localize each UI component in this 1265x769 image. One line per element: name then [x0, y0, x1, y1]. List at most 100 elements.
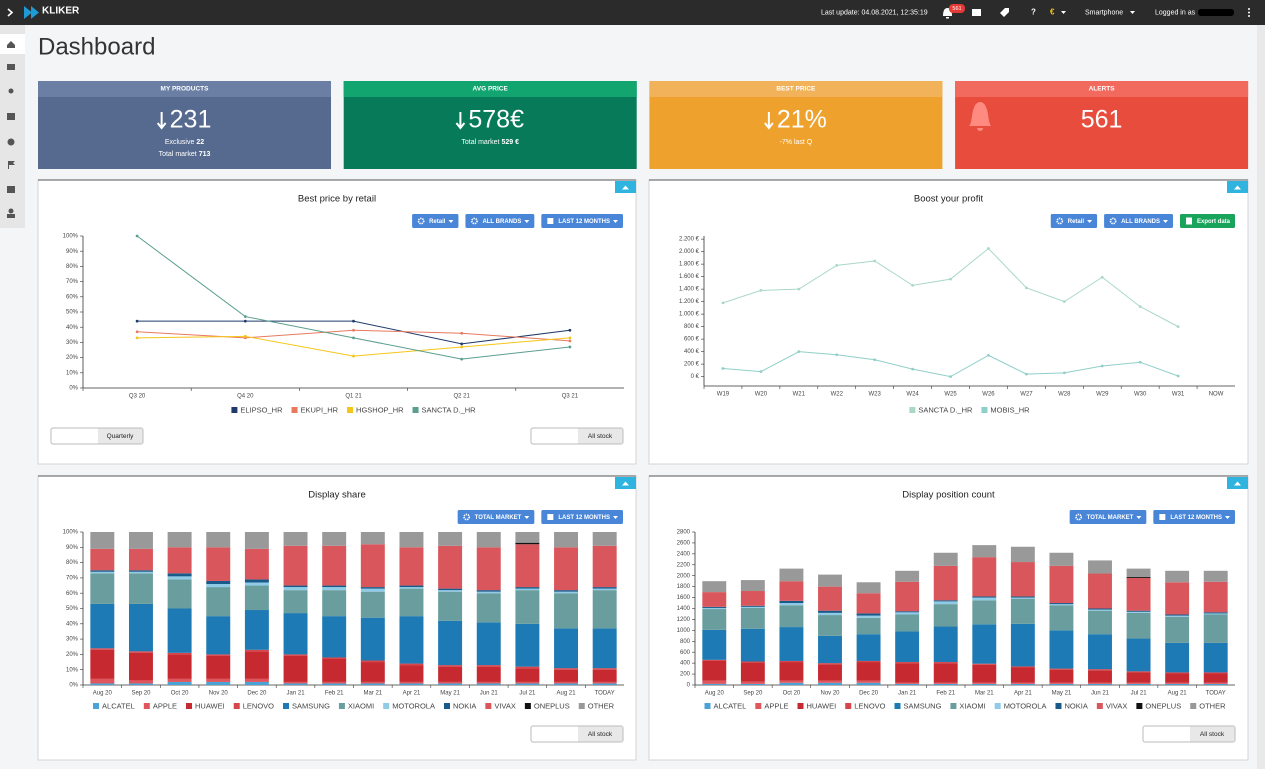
x-tick-label: W25 [944, 392, 957, 398]
x-tick-label: Q1 21 [345, 394, 362, 400]
button[interactable] [1069, 510, 1147, 524]
bar-segment [244, 579, 269, 583]
bar-segment [554, 547, 579, 591]
device[interactable]: Smartphone [1085, 9, 1123, 16]
button[interactable] [1153, 510, 1235, 524]
bar-segment [128, 651, 153, 653]
bar-segment [895, 581, 920, 612]
bar-segment [90, 683, 115, 685]
bar-segment [779, 600, 804, 604]
kpi-detail-label: Total market [461, 139, 499, 146]
button[interactable] [1179, 214, 1235, 228]
bar-segment [818, 664, 842, 681]
x-tick-label: Nov 20 [209, 691, 229, 697]
bar-segment [895, 612, 920, 615]
bar-segment [554, 683, 579, 685]
mail-icon[interactable] [972, 9, 981, 16]
caret [613, 516, 618, 519]
bar-segment [856, 593, 881, 614]
scrollbar[interactable] [1257, 25, 1265, 769]
alerts-badge: 561 [952, 6, 961, 12]
bar-segment [399, 587, 424, 589]
bar-segment [399, 547, 424, 586]
button[interactable] [1104, 214, 1173, 228]
bar-segment [244, 532, 269, 549]
y-tick-label: 600 [680, 650, 691, 656]
bar-segment [399, 532, 424, 548]
x-tick-label: Feb 21 [936, 691, 955, 697]
bar-segment [779, 680, 804, 683]
bar-segment [933, 604, 958, 627]
x-tick-label: NOW [1209, 392, 1224, 398]
point [460, 357, 464, 361]
bar-segment [1126, 610, 1151, 612]
bar-segment [1203, 612, 1228, 614]
bar-segment [1049, 603, 1074, 605]
bar-segment [515, 623, 540, 667]
menu-toggle[interactable] [7, 8, 14, 17]
bar-segment [438, 591, 463, 621]
x-tick-label: May 21 [440, 691, 460, 697]
calendar-icon [547, 218, 554, 224]
legend-label: ALCATEL [714, 701, 747, 710]
button[interactable] [412, 214, 459, 228]
button-label: LAST 12 MONTHS [558, 219, 610, 225]
bar-segment [1126, 612, 1151, 639]
bar-segment [360, 587, 385, 589]
legend-label: NOKIA [1064, 701, 1087, 710]
bar-segment [476, 532, 501, 548]
button[interactable] [465, 214, 535, 228]
bar-segment [1010, 598, 1035, 624]
bar-segment [167, 654, 192, 679]
bar-segment [360, 544, 385, 588]
bar-segment [554, 681, 579, 684]
legend: ALCATEL APPLE HUAWEI LENOVO SAMSUNG XIAOMI MOT… [93, 701, 615, 710]
button[interactable] [1050, 214, 1098, 228]
bar-segment [283, 532, 308, 546]
x-tick-label: Mar 21 [363, 691, 382, 697]
currency[interactable]: € [1050, 8, 1055, 17]
more-menu[interactable] [1248, 8, 1250, 17]
button[interactable] [457, 510, 535, 524]
bar-segment [476, 665, 501, 667]
bar-segment [360, 532, 385, 545]
y-tick-label: 200 [680, 672, 691, 678]
legend-swatch [704, 703, 711, 709]
legend-label: SANCTA D._HR [422, 405, 477, 414]
bar-segment [167, 608, 192, 653]
chart-title: Display position count [902, 490, 995, 501]
bar-segment [90, 548, 115, 571]
point [243, 334, 247, 338]
bar-segment [740, 607, 765, 629]
y-tick-label: 2000 [677, 573, 691, 579]
y-tick-label: 90% [66, 545, 79, 551]
bar-segment [1088, 682, 1112, 684]
legend: ELIPSO_HR EKUPI_HR HGSHOP_HR SANCTA D._HR [231, 405, 476, 414]
sidebar-icons[interactable] [7, 41, 15, 218]
bar-segment [438, 666, 463, 682]
bar-segment [895, 631, 920, 663]
bar-segment [1126, 682, 1151, 684]
point [797, 287, 801, 291]
legend-swatch [443, 703, 450, 709]
sidebar [0, 25, 25, 228]
button[interactable] [541, 510, 623, 524]
bar-segment [1088, 610, 1112, 635]
bar-segment [128, 573, 153, 604]
help[interactable]: ? [1031, 8, 1036, 17]
logo-mark [24, 6, 39, 19]
bar-segment [1126, 671, 1151, 673]
button[interactable] [541, 214, 623, 228]
point [1024, 286, 1028, 290]
bar-segment [1088, 609, 1112, 611]
point [721, 301, 725, 305]
legend-label: APPLE [153, 701, 177, 710]
bar-segment [1203, 581, 1228, 613]
tag-icon[interactable] [1000, 8, 1009, 17]
bar-segment [1010, 623, 1035, 667]
bar-segment [167, 532, 192, 548]
bar-segment [244, 548, 269, 580]
legend-label: LENOVO [854, 701, 885, 710]
y-tick-label: 1.800 € [679, 262, 700, 268]
